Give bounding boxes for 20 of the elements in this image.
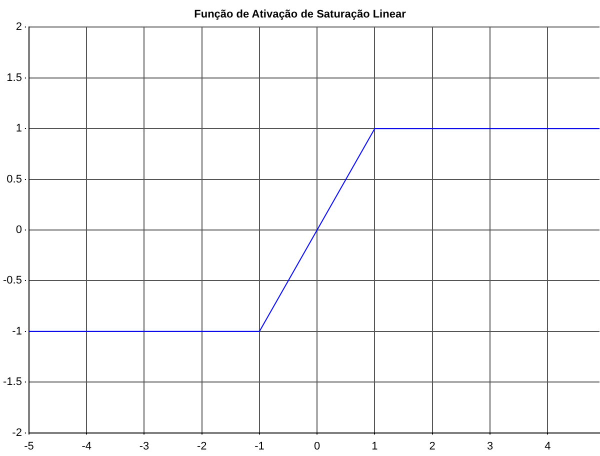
y-tick-label: 0.5 [6, 173, 22, 186]
y-tick-label: 1 [16, 122, 22, 135]
x-tick-label: -2 [196, 440, 207, 452]
y-tick-label: -2 [12, 426, 22, 439]
y-tick-label: -1.5 [2, 376, 22, 388]
x-tick-label: -4 [82, 440, 92, 452]
y-tick-label: 2 [16, 21, 22, 34]
y-tick-label: 0 [16, 224, 22, 236]
y-tick-label: 1.5 [6, 72, 22, 84]
x-tick-label: 0 [314, 440, 320, 452]
x-tick-label: 2 [429, 440, 436, 452]
x-tick-label: -5 [24, 440, 34, 452]
y-tick-label: -1 [12, 325, 22, 338]
y-tick-label: -0.5 [2, 274, 22, 287]
x-tick-label: 3 [486, 440, 494, 452]
x-tick-label: -1 [254, 440, 264, 452]
chart-title: Função de Ativação de Saturação Linear [194, 8, 407, 21]
x-tick-label: 1 [372, 440, 378, 452]
x-tick-label: 4 [544, 440, 551, 452]
x-tick-label: -3 [139, 440, 150, 452]
